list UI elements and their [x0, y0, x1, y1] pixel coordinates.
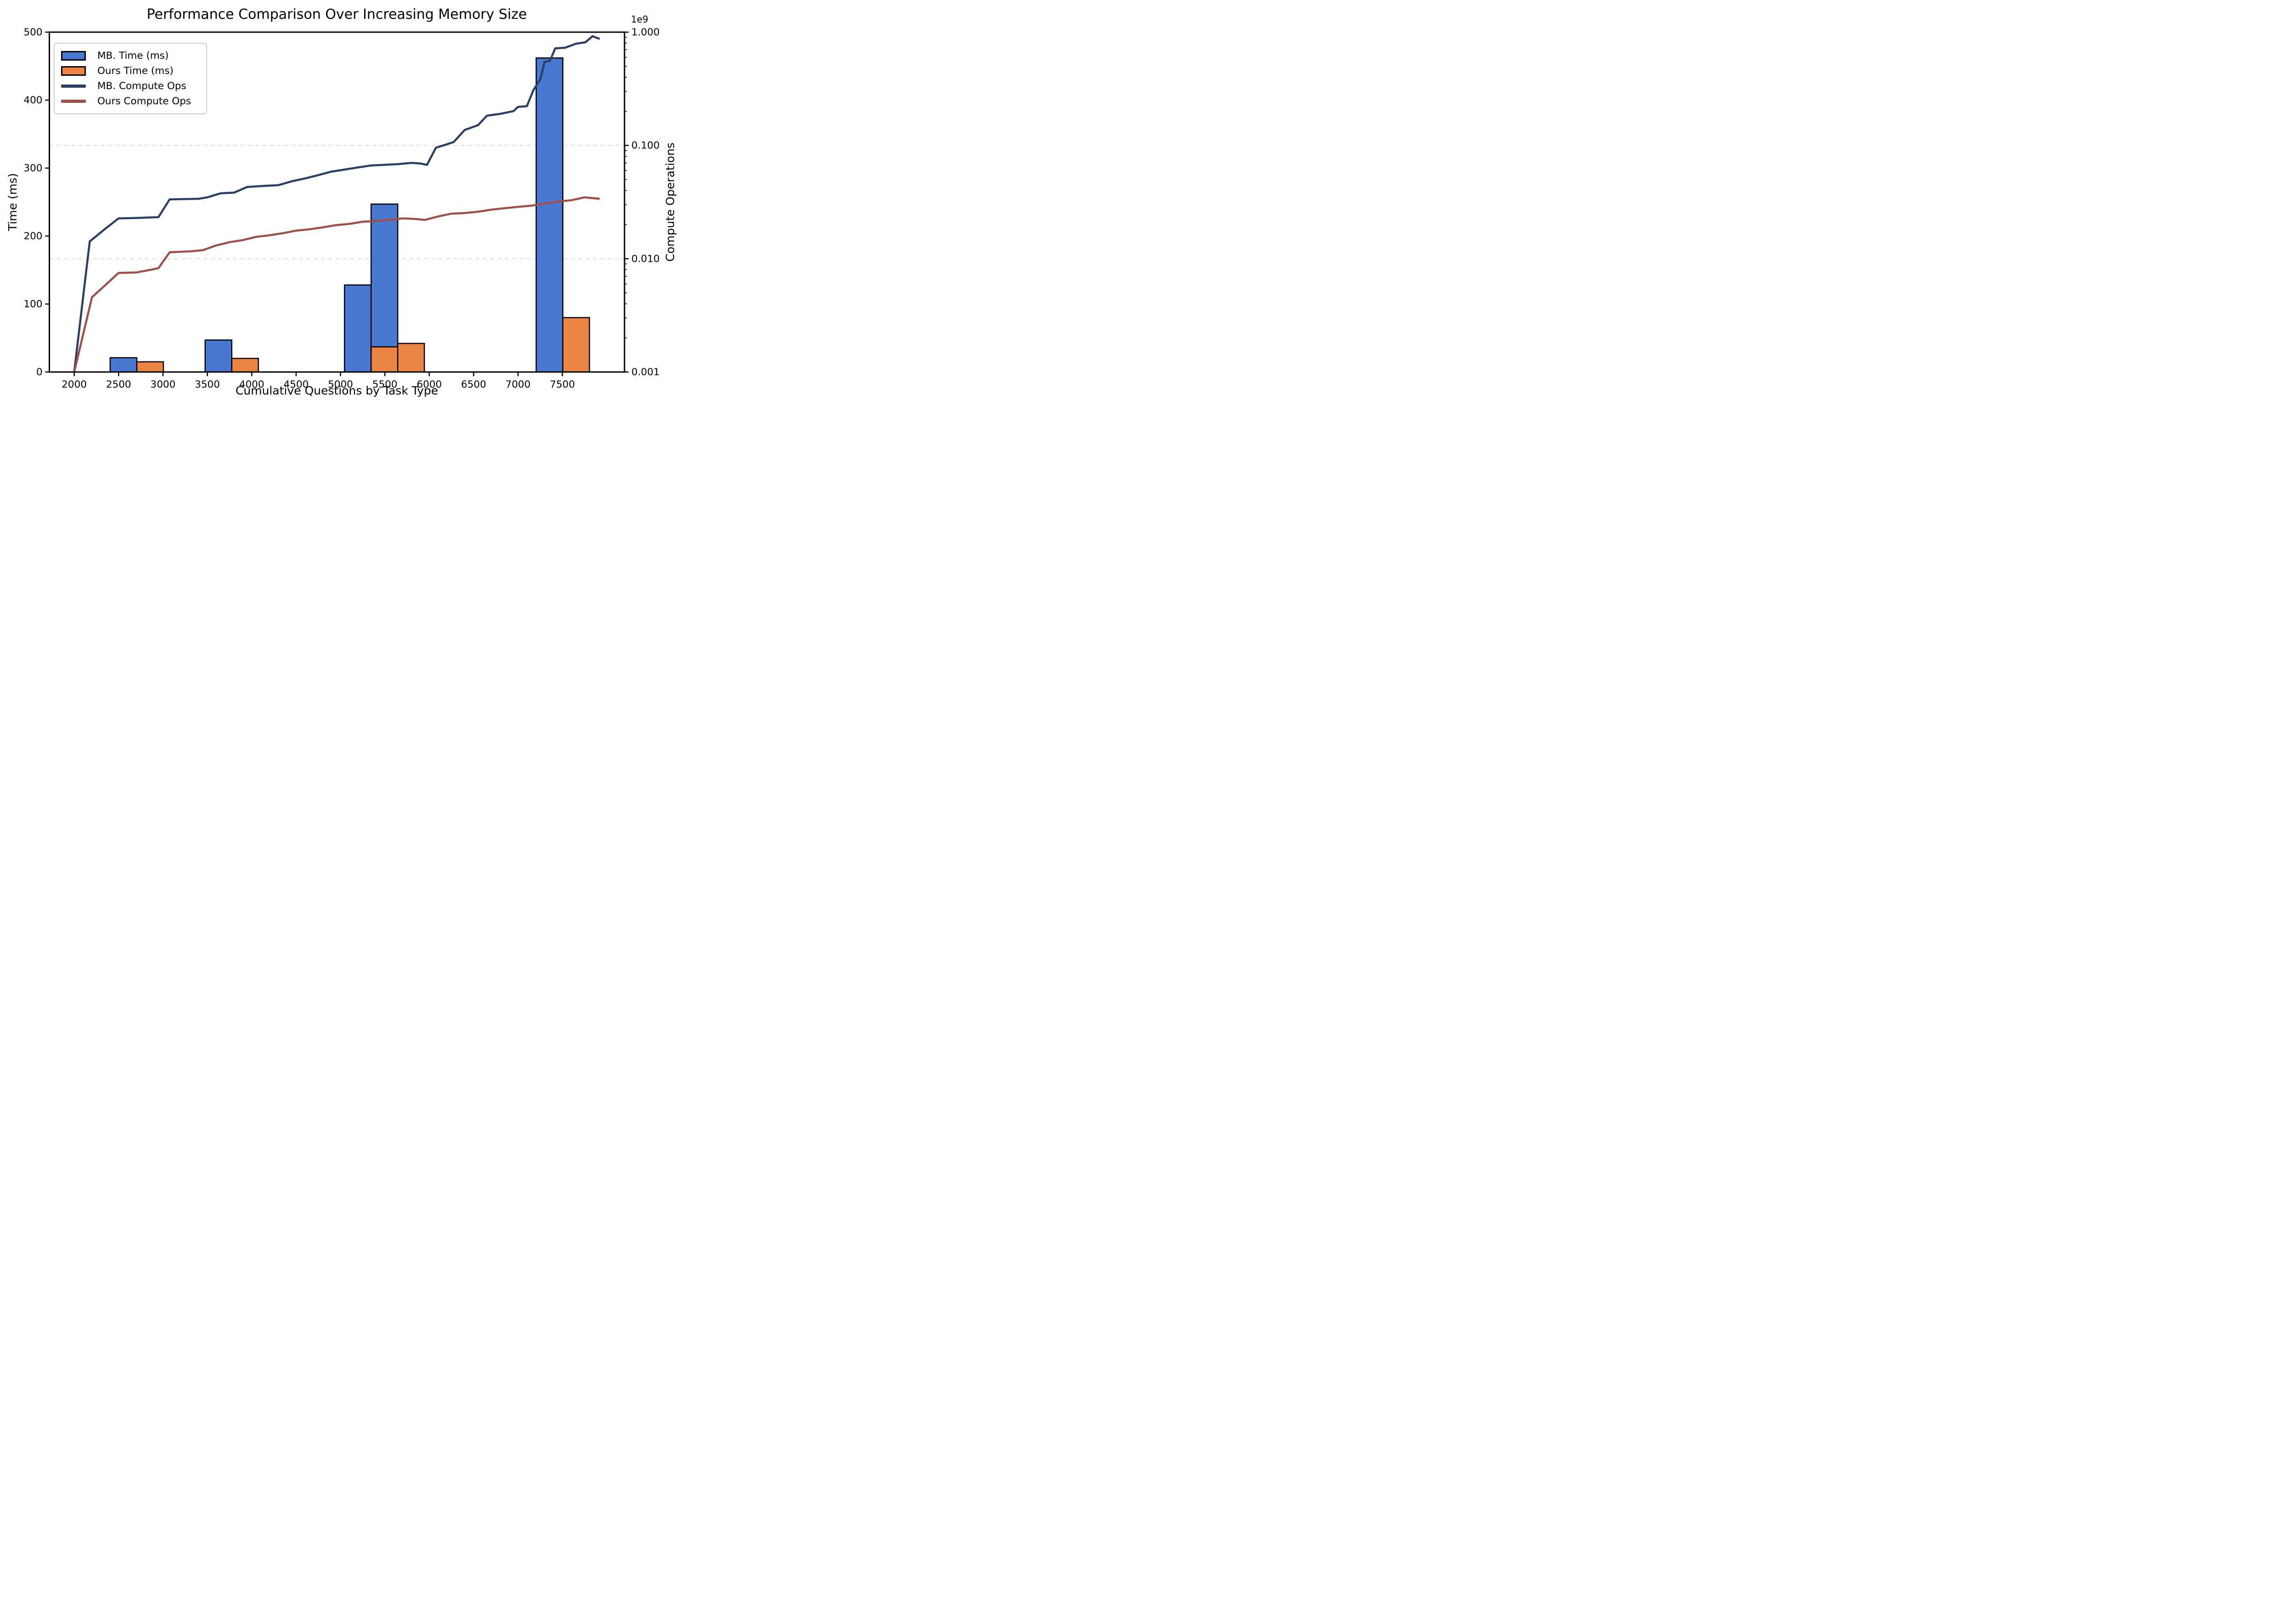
gridlines	[49, 145, 625, 259]
y-right-ticks: 0.001 0.010 0.100 1.000	[625, 27, 660, 378]
y-left-ticks: 0 100 200 300 400 500	[23, 27, 50, 378]
y-axis-right-offset-text: 1e9	[631, 14, 648, 25]
y-right-minor-ticks	[625, 37, 627, 338]
bar-ours-time-ms-x3925	[231, 358, 259, 373]
y-left-tick-label: 100	[23, 299, 42, 310]
y-right-tick-label: 0.010	[631, 253, 660, 265]
bar-series-ours-time-ms	[136, 317, 590, 373]
x-axis-ticks: 2000 2500 3000 3500 4000 4500 5000 5500 6000 6500…	[62, 372, 575, 390]
x-tick-label: 3000	[151, 379, 176, 390]
x-tick-label: 3500	[195, 379, 220, 390]
y-right-tick-label: 1.000	[631, 27, 660, 38]
bar-ours-time-ms-x5795	[397, 343, 425, 373]
legend-swatch-ours-compute	[61, 100, 86, 103]
plot-canvas: 2000 2500 3000 3500 4000 4500 5000 5500 6000 6500…	[23, 27, 660, 390]
legend-swatch-mb-time	[61, 51, 86, 61]
line-mb-compute-ops	[73, 35, 600, 372]
chart-figure: 2000 2500 3000 3500 4000 4500 5000 5500 6000 6500…	[0, 0, 682, 406]
x-tick-label: 5500	[372, 379, 398, 390]
legend-item-mb-time: MB. Time (ms)	[61, 48, 202, 63]
line-ours-compute-ops	[73, 196, 600, 372]
legend-label: MB. Time (ms)	[97, 50, 169, 62]
x-tick-label: 2000	[62, 379, 87, 390]
x-axis-label: Cumulative Questions by Task Type	[235, 384, 439, 397]
legend-label: MB. Compute Ops	[97, 80, 186, 92]
bar-mb-time-ms-x5195	[343, 284, 372, 373]
x-tick-label: 7500	[550, 379, 575, 390]
bar-mb-time-ms-x7355	[535, 57, 563, 373]
legend-label: Ours Compute Ops	[97, 96, 191, 107]
bar-series-mb-time-ms	[109, 57, 563, 373]
x-tick-label: 2500	[106, 379, 131, 390]
chart-title: Performance Comparison Over Increasing M…	[146, 6, 527, 23]
x-tick-label: 6500	[461, 379, 486, 390]
x-tick-label: 5000	[328, 379, 353, 390]
y-left-tick-label: 200	[23, 231, 42, 242]
legend: MB. Time (ms) Ours Time (ms) MB. Compute…	[54, 43, 207, 114]
x-tick-label: 4500	[283, 379, 309, 390]
x-tick-label: 6000	[416, 379, 442, 390]
bar-ours-time-ms-x7655	[562, 317, 590, 373]
bar-mb-time-ms-x5495	[370, 203, 399, 373]
y-axis-left-label: Time (ms)	[6, 173, 19, 231]
x-tick-label: 7000	[506, 379, 531, 390]
y-right-tick-label: 0.001	[631, 366, 660, 378]
y-left-tick-label: 0	[36, 366, 43, 378]
axes-spines	[49, 31, 625, 373]
y-axis-right-label: Compute Operations	[664, 142, 677, 262]
legend-swatch-ours-time	[61, 66, 86, 76]
y-left-tick-label: 300	[23, 163, 42, 174]
y-left-tick-label: 400	[23, 95, 42, 106]
y-left-tick-label: 500	[23, 27, 42, 38]
legend-item-mb-compute: MB. Compute Ops	[61, 79, 202, 94]
y-right-tick-label: 0.100	[631, 140, 660, 152]
legend-item-ours-compute: Ours Compute Ops	[61, 94, 202, 109]
legend-swatch-mb-compute	[61, 85, 86, 88]
bar-ours-time-ms-x2855	[136, 361, 164, 373]
legend-label: Ours Time (ms)	[97, 65, 174, 77]
bar-mb-time-ms-x3625	[204, 339, 232, 373]
bar-mb-time-ms-x2555	[109, 357, 138, 373]
x-tick-label: 4000	[239, 379, 264, 390]
legend-item-ours-time: Ours Time (ms)	[61, 63, 202, 79]
bar-ours-time-ms-x5495	[370, 346, 399, 373]
